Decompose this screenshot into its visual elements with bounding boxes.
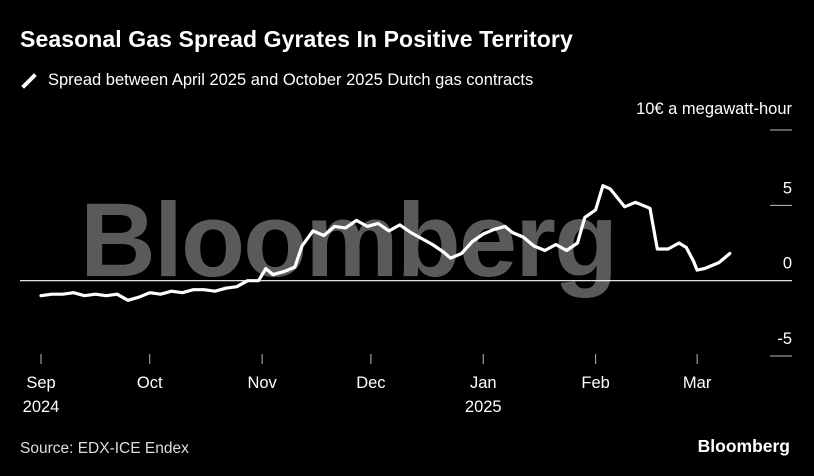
legend: Spread between April 2025 and October 20… [20, 71, 533, 90]
chart-title: Seasonal Gas Spread Gyrates In Positive … [20, 26, 573, 52]
brand-logo: Bloomberg [697, 436, 790, 456]
watermark-logo: Bloomberg [80, 182, 616, 299]
x-tick-year-label: 2024 [23, 398, 60, 416]
legend-label: Spread between April 2025 and October 20… [48, 71, 534, 89]
x-tick-label: Feb [581, 374, 609, 392]
x-tick-label: Oct [137, 374, 163, 392]
x-axis: Sep 2024 Oct Nov Dec Jan 2025 Feb Mar [23, 354, 712, 416]
y-tick-label: 5 [783, 179, 792, 197]
y-axis: -5 0 5 [20, 129, 792, 357]
x-tick-label: Nov [247, 374, 277, 392]
y-tick-label: -5 [777, 330, 792, 348]
x-tick-label: Mar [683, 374, 712, 392]
x-tick-label: Dec [356, 374, 385, 392]
y-axis-unit-label: 10€ a megawatt-hour [636, 100, 792, 118]
x-tick-label: Sep [26, 374, 55, 392]
series-line [39, 184, 732, 302]
source-note: Source: EDX-ICE Endex [20, 440, 189, 457]
x-tick-year-label: 2025 [465, 398, 502, 416]
x-tick-label: Jan [470, 374, 497, 392]
y-tick-label: 0 [783, 255, 792, 273]
